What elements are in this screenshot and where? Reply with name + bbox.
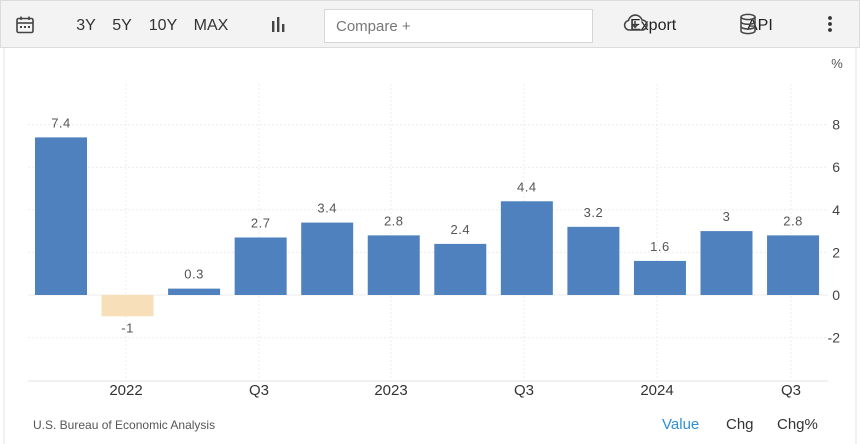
x-tick-label: 2022 (109, 382, 142, 399)
bar[interactable] (301, 222, 354, 295)
bar[interactable] (434, 243, 487, 295)
data-label: 1.6 (650, 239, 670, 254)
x-tick-label: Q3 (514, 382, 534, 399)
data-label: 4.4 (517, 179, 537, 194)
bar[interactable] (767, 235, 820, 295)
x-tick-label: Q3 (249, 382, 269, 399)
data-label: 2.8 (384, 213, 404, 228)
y-tick-label: 2 (832, 244, 840, 260)
data-label: 2.8 (783, 213, 803, 228)
range-5y-button[interactable]: 5Y (112, 17, 132, 34)
y-tick-label: 4 (832, 202, 840, 218)
data-label: 3 (723, 209, 731, 224)
bar[interactable] (633, 260, 686, 295)
y-tick-label: 6 (832, 159, 840, 175)
api-button[interactable]: API (739, 13, 773, 39)
bar[interactable] (234, 237, 287, 295)
chart-area: 8 6 4 2 0 -2% 2022 Q3 2023 Q3 2024 Q3 7.4 -1 0.3 2.7 3.4… (0, 48, 860, 444)
data-label: 2.4 (451, 222, 471, 237)
y-unit-label: % (831, 56, 843, 71)
mode-chg-percent-button[interactable]: Chg% (777, 416, 818, 433)
bar[interactable] (367, 235, 420, 295)
mode-value-button[interactable]: Value (662, 416, 700, 433)
bar[interactable] (567, 226, 620, 295)
range-max-button[interactable]: MAX (193, 17, 229, 34)
data-label: -1 (121, 320, 134, 335)
range-10y-button[interactable]: 10Y (148, 17, 178, 34)
bar-chart[interactable]: 8 6 4 2 0 -2% 2022 Q3 2023 Q3 2024 Q3 7.4 -1 0.3 2.7 3.4… (0, 48, 860, 444)
compare-input[interactable]: Compare + (324, 9, 593, 43)
data-label: 0.3 (184, 267, 204, 282)
export-button[interactable]: Export (622, 13, 676, 39)
bar[interactable] (700, 231, 753, 295)
range-3y-button[interactable]: 3Y (76, 17, 96, 34)
data-label: 2.7 (251, 215, 271, 230)
api-label: API (747, 17, 773, 34)
bar[interactable] (101, 295, 154, 317)
y-tick-label: -2 (828, 330, 841, 346)
bar[interactable] (168, 288, 221, 295)
source-label: U.S. Bureau of Economic Analysis (33, 418, 216, 432)
data-label: 3.2 (584, 205, 604, 220)
calendar-icon[interactable] (15, 15, 37, 37)
y-tick-label: 8 (832, 117, 840, 133)
mode-chg-button[interactable]: Chg (726, 416, 754, 433)
more-options-icon[interactable] (827, 15, 843, 37)
x-tick-label: Q3 (781, 382, 801, 399)
chart-toolbar: 3Y 5Y 10Y MAX Compare + Export (0, 0, 860, 48)
x-tick-label: 2023 (374, 382, 407, 399)
bar[interactable] (35, 137, 87, 295)
bar-chart-icon[interactable] (269, 15, 291, 37)
bar[interactable] (500, 201, 553, 295)
data-label: 7.4 (51, 115, 71, 130)
y-tick-label: 0 (832, 287, 840, 303)
data-label: 3.4 (317, 201, 337, 216)
x-tick-label: 2024 (640, 382, 673, 399)
